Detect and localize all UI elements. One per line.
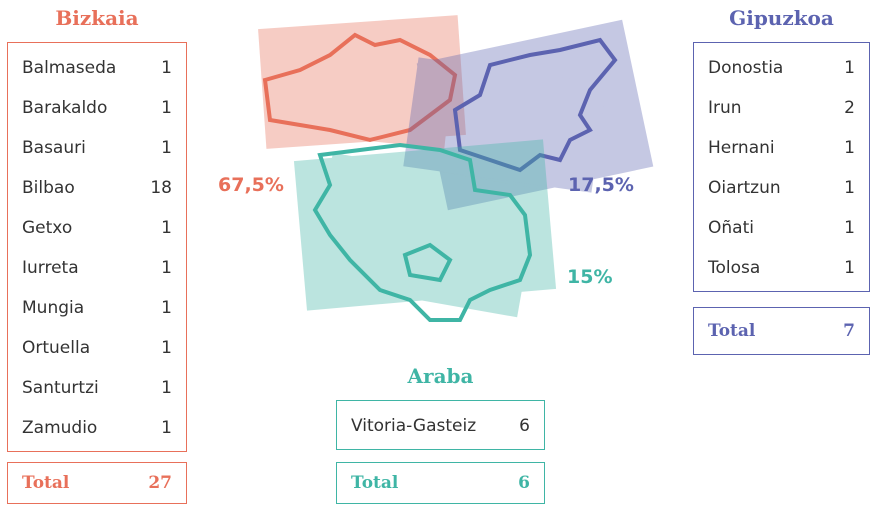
municipality-name: Mungia (22, 298, 85, 318)
region-title: Araba (407, 364, 474, 388)
municipality-count: 1 (161, 58, 172, 78)
municipality-name: Bilbao (22, 178, 75, 198)
total-value: 7 (843, 321, 855, 341)
municipality-count: 1 (844, 178, 855, 198)
municipality-count: 1 (161, 258, 172, 278)
municipality-row: Irun 2 (708, 88, 855, 128)
municipality-row: Bilbao 18 (22, 168, 172, 208)
percent-sign: % (264, 174, 284, 196)
municipality-count: 1 (161, 218, 172, 238)
municipality-row: Oiartzun 1 (708, 168, 855, 208)
municipality-row: Getxo 1 (22, 208, 172, 248)
region-percent: 17,5% (568, 168, 634, 198)
municipality-count: 18 (150, 178, 172, 198)
total-label: Total (708, 321, 756, 341)
total-row: Total 7 (708, 311, 855, 351)
percent-value: 15 (567, 266, 594, 288)
municipality-count: 1 (161, 98, 172, 118)
percent-sign: % (614, 174, 634, 196)
municipality-row: Donostia 1 (708, 48, 855, 88)
municipality-name: Balmaseda (22, 58, 117, 78)
municipality-list: Balmaseda 1 Barakaldo 1 Basauri 1 Bilbao 18 Getx… (7, 42, 187, 452)
municipality-name: Barakaldo (22, 98, 108, 118)
municipality-name: Hernani (708, 138, 775, 158)
municipality-name: Oiartzun (708, 178, 781, 198)
municipality-count: 1 (161, 418, 172, 438)
total-value: 27 (148, 473, 172, 493)
total-box: Total 7 (693, 307, 870, 355)
municipality-row: Zamudio 1 (22, 408, 172, 448)
region-percent: 15% (567, 260, 613, 290)
municipality-count: 1 (161, 138, 172, 158)
total-box: Total 27 (7, 462, 187, 504)
municipality-row: Santurtzi 1 (22, 368, 172, 408)
municipality-count: 1 (844, 138, 855, 158)
municipality-row: Mungia 1 (22, 288, 172, 328)
municipality-row: Basauri 1 (22, 128, 172, 168)
municipality-name: Getxo (22, 218, 73, 238)
total-row: Total 6 (351, 463, 530, 503)
municipality-count: 1 (844, 258, 855, 278)
municipality-count: 2 (844, 98, 855, 118)
municipality-name: Santurtzi (22, 378, 99, 398)
municipality-name: Basauri (22, 138, 86, 158)
municipality-list: Donostia 1 Irun 2 Hernani 1 Oiartzun 1 Oñati 1 Tol… (693, 42, 870, 292)
municipality-row: Hernani 1 (708, 128, 855, 168)
percent-sign: % (593, 266, 613, 288)
municipality-row: Balmaseda 1 (22, 48, 172, 88)
total-box: Total 6 (336, 462, 545, 504)
municipality-count: 1 (161, 338, 172, 358)
municipality-count: 1 (844, 218, 855, 238)
percent-value: 17,5 (568, 174, 615, 196)
municipality-row: Oñati 1 (708, 208, 855, 248)
total-value: 6 (518, 473, 530, 493)
municipality-row: Vitoria-Gasteiz 6 (351, 406, 530, 446)
municipality-name: Irun (708, 98, 742, 118)
municipality-count: 1 (161, 378, 172, 398)
municipality-name: Iurreta (22, 258, 79, 278)
municipality-count: 1 (844, 58, 855, 78)
municipality-count: 1 (161, 298, 172, 318)
municipality-row: Ortuella 1 (22, 328, 172, 368)
municipality-name: Zamudio (22, 418, 98, 438)
municipality-name: Donostia (708, 58, 784, 78)
region-title: Gipuzkoa (729, 6, 834, 30)
percent-value: 67,5 (218, 174, 265, 196)
total-row: Total 27 (22, 463, 172, 503)
municipality-row: Iurreta 1 (22, 248, 172, 288)
municipality-name: Oñati (708, 218, 754, 238)
total-label: Total (351, 473, 399, 493)
municipality-count: 6 (519, 416, 530, 436)
municipality-row: Barakaldo 1 (22, 88, 172, 128)
municipality-name: Ortuella (22, 338, 91, 358)
municipality-name: Tolosa (708, 258, 761, 278)
region-percent: 67,5% (218, 168, 284, 198)
municipality-row: Tolosa 1 (708, 248, 855, 288)
total-label: Total (22, 473, 70, 493)
region-title: Bizkaia (55, 6, 139, 30)
municipality-list: Vitoria-Gasteiz 6 (336, 400, 545, 450)
municipality-name: Vitoria-Gasteiz (351, 416, 477, 436)
